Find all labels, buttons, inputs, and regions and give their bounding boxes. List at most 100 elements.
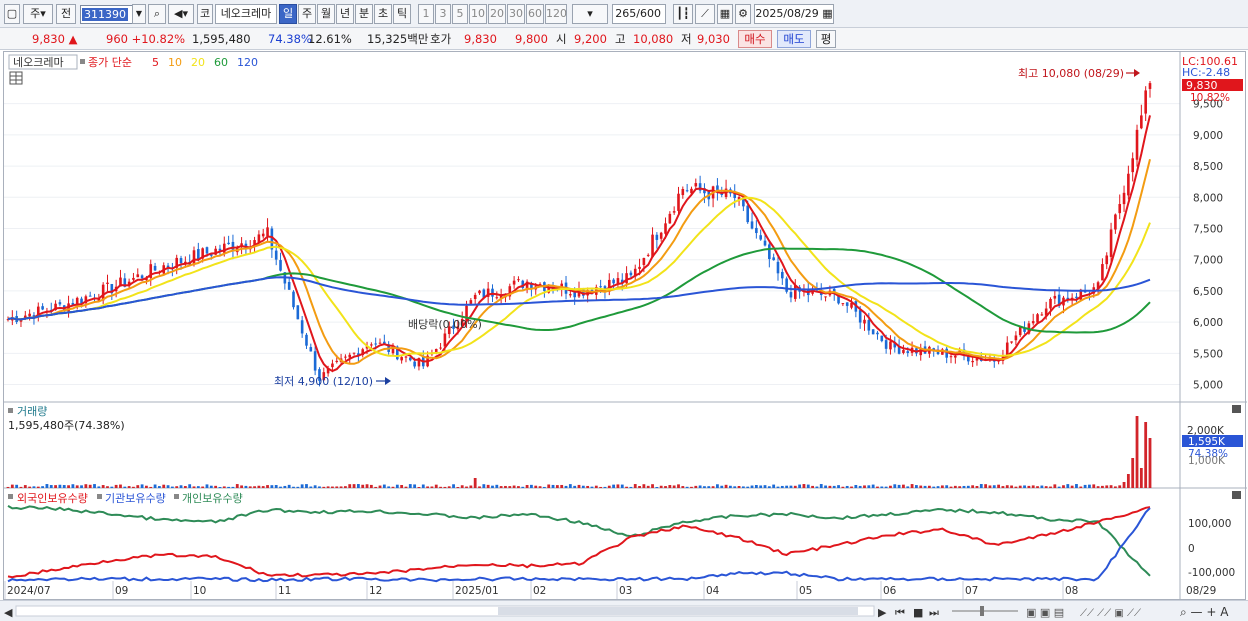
scroll-right-icon[interactable]: ▶ [878,606,887,619]
last-icon[interactable]: ⏭ [929,606,939,619]
draw-tool-icon[interactable]: ⟋ [695,4,715,24]
date-field[interactable]: 2025/08/29 ▦ [754,4,834,24]
interval-tab[interactable]: 10 [469,4,487,24]
interval-tab[interactable]: 5 [452,4,468,24]
volume-bar [196,486,200,488]
candle-body [1040,314,1044,316]
candle-body [763,240,767,246]
period-tab[interactable]: 일 [279,4,297,24]
volume-bar [201,486,205,488]
volume-bar [685,486,689,488]
period-tab[interactable]: 초 [374,4,392,24]
candle-body [793,285,797,299]
grid-icon[interactable]: ▦ [717,4,733,24]
chevron-down-icon[interactable]: ▼ [132,4,146,24]
interval-tab[interactable]: 20 [488,4,506,24]
candle-body [573,292,576,298]
first-icon[interactable]: ⏮ [895,606,905,619]
tool-icon[interactable]: ▣ ▣ ▤ [1026,606,1064,619]
volume-bar [733,486,737,488]
chart-area[interactable]: 9,500 9,000 8,500 8,000 7,500 7,000 6,500 6,000… [3,51,1247,601]
interval-tab[interactable]: 3 [435,4,451,24]
holding-y-label: 0 [1188,543,1195,555]
volume-bar [724,484,728,488]
holding-panel-close-icon[interactable] [1232,491,1241,499]
interval-tab[interactable]: 30 [507,4,525,24]
period-tab[interactable]: 틱 [393,4,411,24]
low-price: 9,030 [697,32,730,46]
volume-bar [434,484,438,488]
candle-body [136,274,140,278]
speaker-icon[interactable]: ◀▾ [168,4,194,24]
volume-bar [1079,486,1083,488]
zoom-tools-icon[interactable]: ⌕ — + A [1180,605,1229,619]
hc-label: HC:-2.48 [1182,66,1230,79]
volume-bar [1018,485,1022,488]
volume-bar [469,485,473,488]
stock-chart-svg[interactable]: 9,500 9,000 8,500 8,000 7,500 7,000 6,500 6,000… [4,52,1247,601]
interval-select[interactable]: ▾ [572,4,608,24]
volume-bar [1135,416,1139,488]
volume-bar [759,485,763,488]
volume-bar [988,485,992,488]
volume-bar [538,486,542,488]
tool-icon[interactable]: ⟋⟋ ⟋⟋ ▣ ⟋⟋ [1080,608,1141,619]
candle-body [478,290,481,294]
interval-tab[interactable]: 60 [526,4,544,24]
stock-code-input[interactable]: 311390 [80,5,146,24]
scroll-track[interactable] [15,605,875,617]
interval-tab[interactable]: 120 [545,4,567,24]
candle-body [1079,289,1083,300]
volume-bar [819,484,823,488]
prev-button[interactable]: 전 [56,4,76,24]
candle-body [750,221,754,229]
candle-body [54,303,57,311]
calendar-icon[interactable]: ▦ [822,7,833,20]
candle-body [685,190,689,192]
volume-bar [41,486,45,488]
gear-icon[interactable]: ⚙ [735,4,751,24]
period-tab[interactable]: 월 [317,4,335,24]
candle-body [893,342,897,348]
candle-body [1122,192,1126,205]
chart-scrollbar[interactable]: ◀ ▶ ⏮ ■ ⏭ ▣ ▣ ▤ ⟋⟋ ⟋⟋ ▣ ⟋⟋ ⌕ — + A [0,600,1248,621]
candle-body [772,257,775,261]
volume-bar [170,486,174,488]
search-icon[interactable]: ⌕ [148,4,166,24]
period-tab[interactable]: 주 [298,4,316,24]
candle-body [620,279,624,283]
zoom-handle[interactable] [980,606,984,616]
scroll-left-icon[interactable]: ◀ [4,606,13,619]
buy-button[interactable]: 매수 [738,30,772,48]
volume-bar [296,486,300,488]
volume-bar [551,484,555,488]
eval-button[interactable]: 평 [816,30,836,48]
sell-button[interactable]: 매도 [777,30,811,48]
volume-bar [638,486,641,488]
candle-body [201,248,204,259]
stop-icon[interactable]: ■ [913,606,923,619]
candle-body [257,234,261,242]
price-y-label: 9,000 [1193,130,1223,142]
volume-bar [672,485,676,488]
volume-bar [802,484,806,488]
candle-icon[interactable]: ┃┇ [673,4,693,24]
period-tab[interactable]: 년 [336,4,354,24]
volume-bar [547,484,551,488]
window-icon[interactable]: ▢ [4,4,20,24]
volume-bar [214,485,218,488]
hoga-buy: 9,800 [515,32,548,46]
candle-body [919,347,923,356]
volume-bar [404,486,408,488]
candle-body [1005,342,1009,357]
period-tab[interactable]: 분 [355,4,373,24]
stock-name-box[interactable] [8,54,78,70]
scroll-thumb[interactable] [498,607,858,615]
interval-tab[interactable]: 1 [418,4,434,24]
candle-body [858,310,862,323]
volume-panel-close-icon[interactable] [1232,405,1241,413]
candle-body [205,247,209,254]
volume-bar [75,485,79,488]
data-count-field[interactable]: 265/600 [612,4,666,24]
market-select[interactable]: 주▾ [23,4,53,24]
